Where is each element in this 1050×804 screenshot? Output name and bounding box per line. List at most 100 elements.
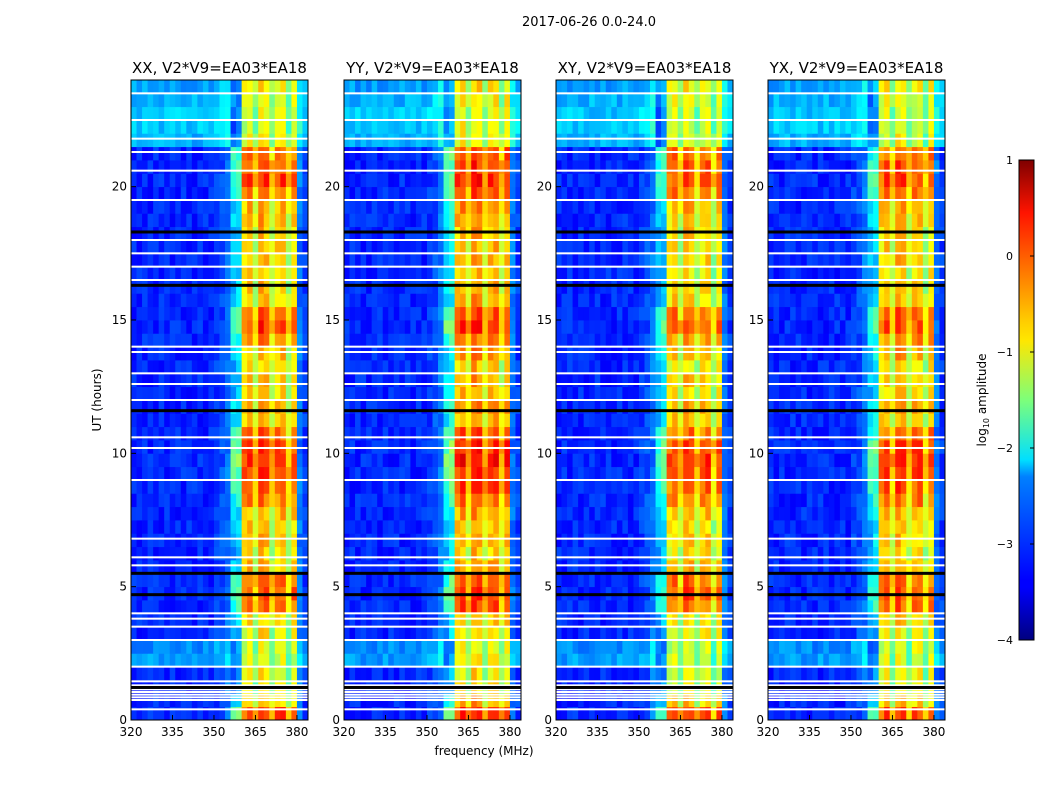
heatmap-cell [573, 480, 579, 494]
heatmap-cell [258, 147, 264, 161]
heatmap-cell [645, 213, 651, 227]
heatmap-cell [711, 667, 717, 681]
heatmap-cell [510, 613, 516, 627]
heatmap-cell [225, 627, 231, 641]
heatmap-cell [851, 640, 857, 654]
heatmap-cell [573, 667, 579, 681]
heatmap-cell [482, 173, 488, 187]
heatmap-cell [656, 173, 662, 187]
heatmap-cell [253, 320, 259, 334]
heatmap-cell [433, 653, 439, 667]
heatmap-cell [645, 307, 651, 321]
flagged-row [344, 680, 521, 682]
heatmap-cell [482, 667, 488, 681]
heatmap-cell [466, 507, 472, 521]
heatmap-cell [573, 240, 579, 254]
heatmap-cell [510, 387, 516, 401]
heatmap-cell [291, 187, 297, 201]
heatmap-cell [667, 533, 673, 547]
heatmap-cell [438, 520, 444, 534]
heatmap-cell [269, 160, 275, 174]
heatmap-cell [197, 533, 203, 547]
heatmap-cell [466, 453, 472, 467]
heatmap-cell [639, 320, 645, 334]
heatmap-cell [164, 520, 170, 534]
heatmap-cell [410, 413, 416, 427]
heatmap-cell [510, 480, 516, 494]
heatmap-cell [556, 133, 562, 147]
heatmap-cell [214, 547, 220, 561]
heatmap-cell [280, 560, 286, 574]
heatmap-cell [606, 613, 612, 627]
heatmap-cell [504, 640, 510, 654]
heatmap-cell [421, 133, 427, 147]
heatmap-cell [595, 573, 601, 587]
heatmap-cell [405, 187, 411, 201]
heatmap-cell [873, 653, 879, 667]
heatmap-cell [175, 200, 181, 214]
heatmap-cell [556, 453, 562, 467]
heatmap-cell [170, 547, 176, 561]
flagged-row [344, 151, 521, 153]
heatmap-cell [286, 520, 292, 534]
heatmap-cell [573, 187, 579, 201]
heatmap-cell [504, 613, 510, 627]
heatmap-cell [181, 640, 187, 654]
heatmap-cell [399, 307, 405, 321]
heatmap-cell [421, 427, 427, 441]
heatmap-cell [460, 293, 466, 307]
heatmap-cell [567, 80, 573, 94]
heatmap-cell [711, 373, 717, 387]
heatmap-cell [656, 160, 662, 174]
heatmap-cell [689, 173, 695, 187]
y-axis-label: UT (hours) [90, 368, 104, 431]
heatmap-cell [705, 267, 711, 281]
heatmap-cell [672, 373, 678, 387]
heatmap-cell [600, 440, 606, 454]
heatmap-cell [510, 360, 516, 374]
heatmap-cell [617, 640, 623, 654]
heatmap-cell [562, 240, 568, 254]
heatmap-cell [421, 333, 427, 347]
heatmap-cell [361, 427, 367, 441]
heatmap-cell [573, 387, 579, 401]
heatmap-cell [504, 600, 510, 614]
heatmap-cell [350, 320, 356, 334]
heatmap-cell [683, 373, 689, 387]
heatmap-cell [600, 93, 606, 107]
heatmap-cell [372, 267, 378, 281]
heatmap-cell [578, 653, 584, 667]
heatmap-cell [242, 200, 248, 214]
flagged-row [556, 239, 733, 241]
heatmap-cell [466, 373, 472, 387]
heatmap-cell [186, 347, 192, 361]
heatmap-cell [600, 533, 606, 547]
heatmap-cell [573, 267, 579, 281]
heatmap-cell [372, 533, 378, 547]
heatmap-cell [493, 467, 499, 481]
heatmap-cell [645, 493, 651, 507]
heatmap-cell [705, 453, 711, 467]
y-tick-label: 20 [325, 180, 340, 194]
heatmap-cell [291, 427, 297, 441]
heatmap-cell [499, 600, 505, 614]
heatmap-cell [700, 640, 706, 654]
heatmap-cell [280, 573, 286, 587]
heatmap-cell [595, 613, 601, 627]
heatmap-cell [231, 360, 237, 374]
heatmap-cell [628, 507, 634, 521]
heatmap-cell [683, 600, 689, 614]
heatmap-cell [236, 173, 242, 187]
heatmap-cell [595, 547, 601, 561]
heatmap-cell [197, 213, 203, 227]
heatmap-cell [203, 253, 209, 267]
heatmap-cell [449, 600, 455, 614]
heatmap-cell [567, 120, 573, 134]
heatmap-cell [449, 440, 455, 454]
heatmap-cell [493, 627, 499, 641]
heatmap-cell [286, 547, 292, 561]
heatmap-cell [573, 80, 579, 94]
heatmap-cell [667, 480, 673, 494]
heatmap-cell [410, 107, 416, 121]
heatmap-cell [884, 653, 890, 667]
